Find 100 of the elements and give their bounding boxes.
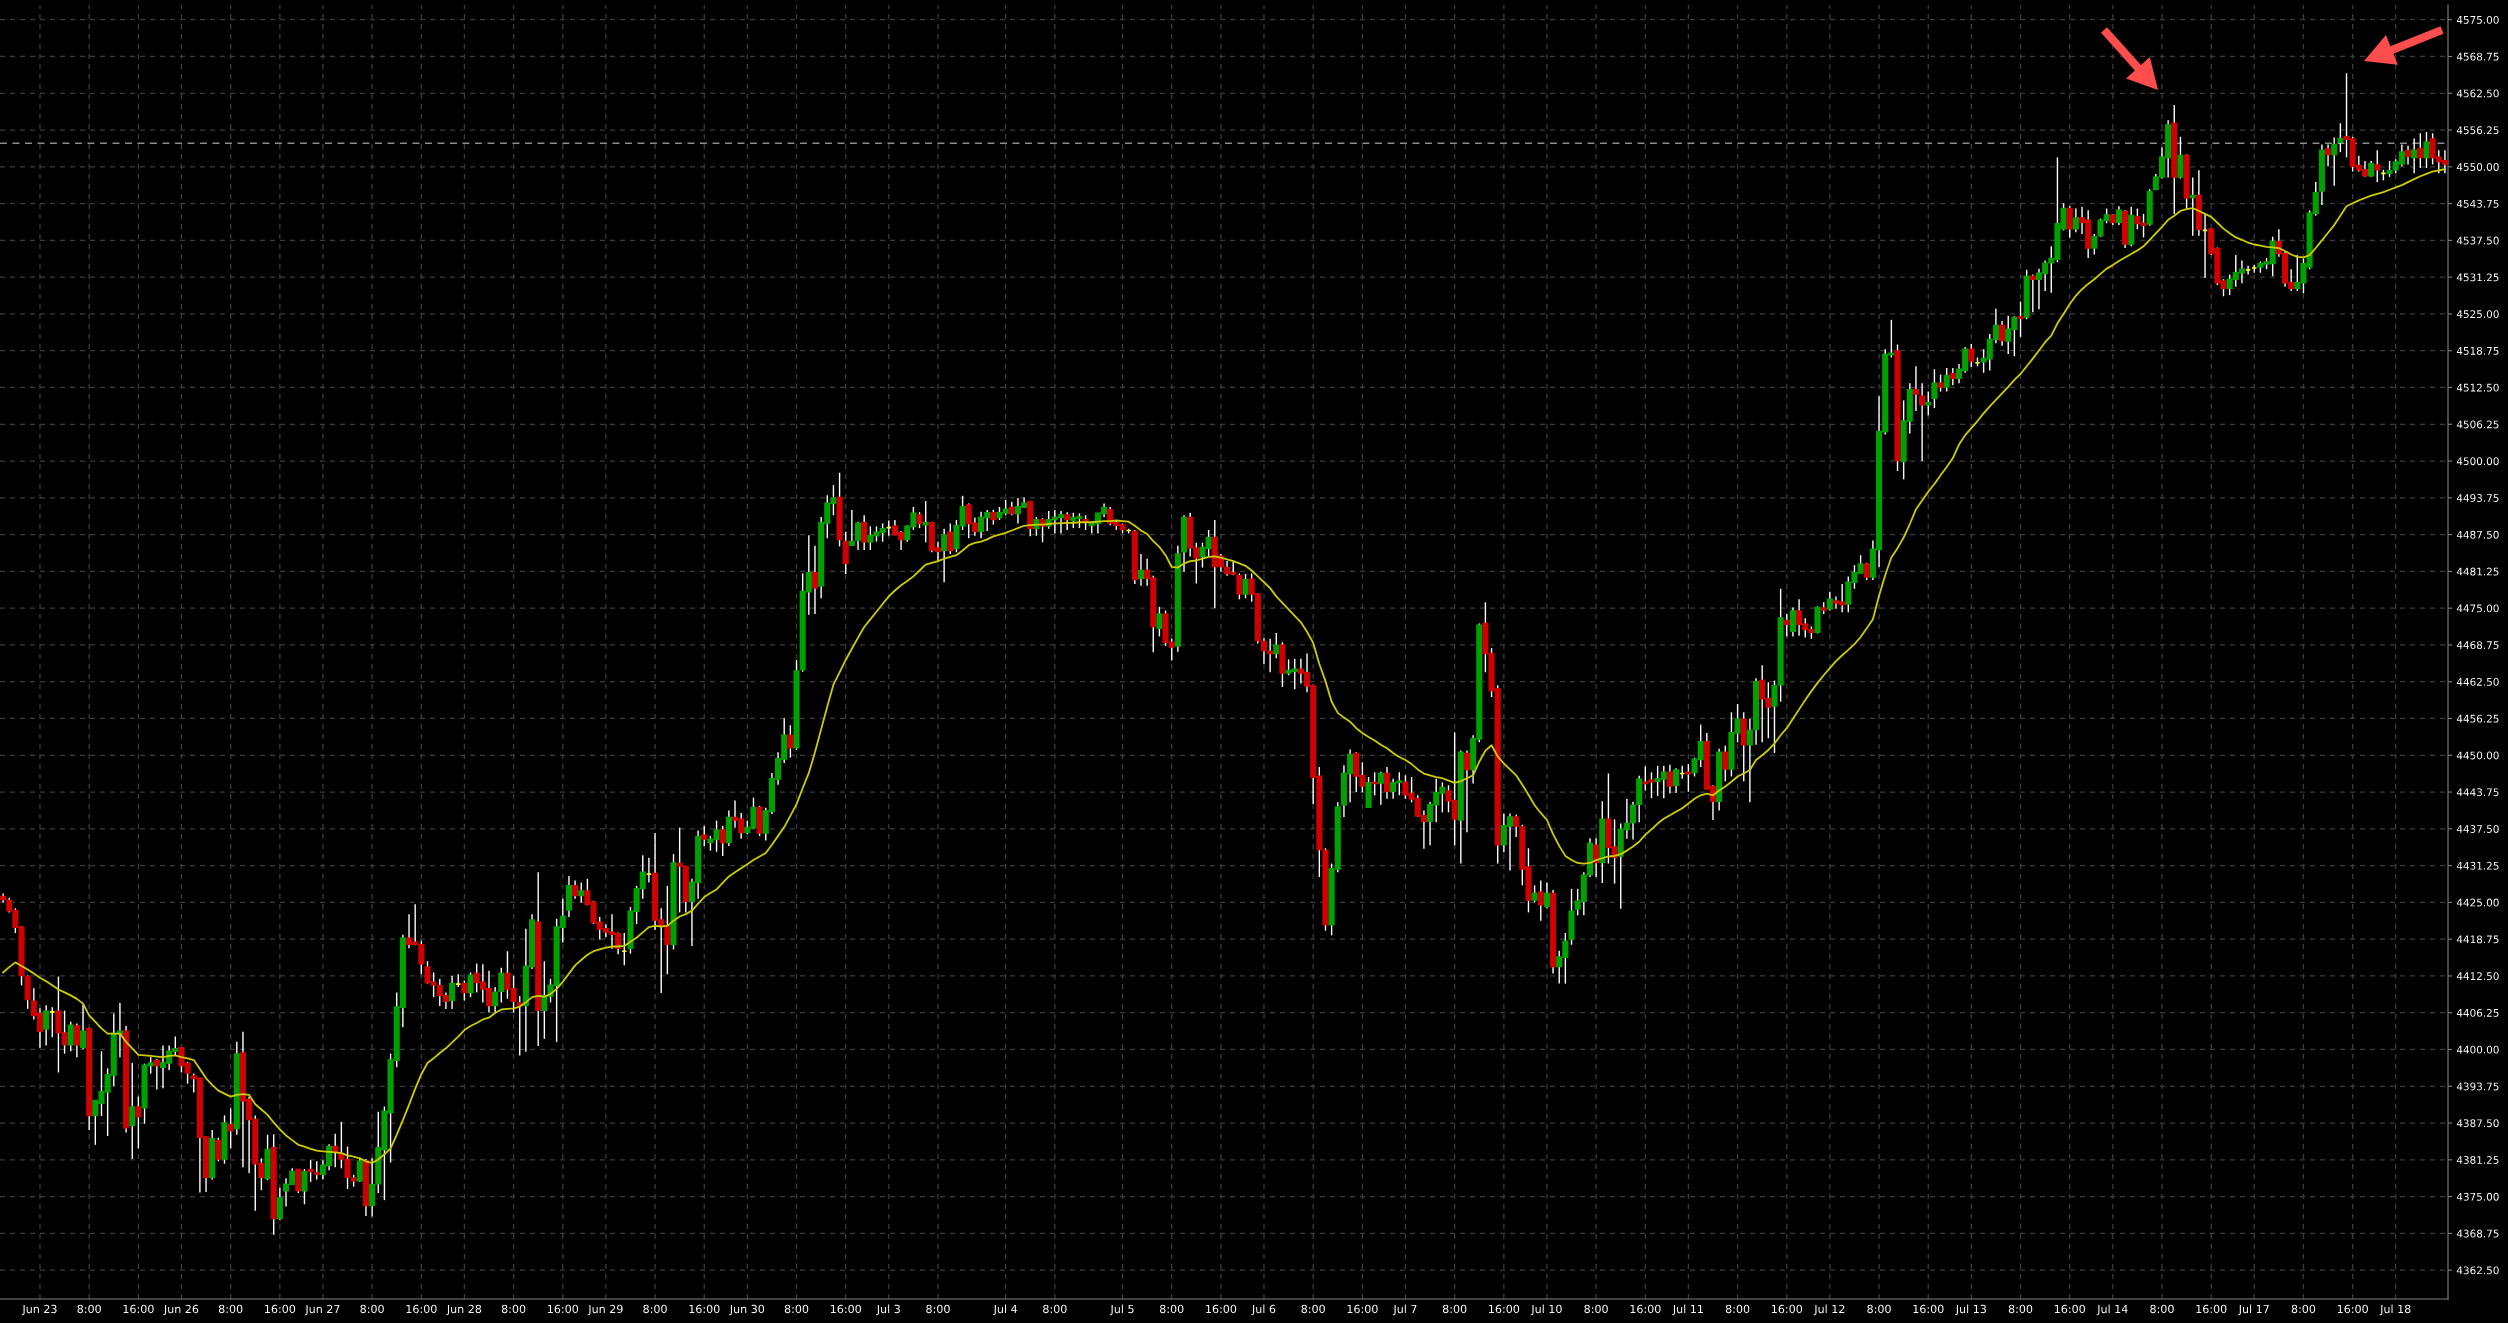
y-tick-label: 4543.75: [2456, 199, 2499, 208]
x-tick-label: Jul 3: [876, 1304, 900, 1316]
x-tick-label: 16:00: [1772, 1304, 1803, 1314]
candlestick: [1273, 632, 1280, 659]
candlestick: [369, 1157, 376, 1218]
x-tick-label: 8:00: [1725, 1304, 1750, 1314]
candlestick: [129, 1062, 136, 1160]
x-tick-label: 16:00: [123, 1304, 154, 1314]
x-tick-label: 8:00: [643, 1304, 667, 1314]
candlestick: [356, 1157, 363, 1183]
x-tick-label: Jul 5: [1109, 1304, 1134, 1316]
y-tick-label: 4550.00: [2456, 163, 2499, 171]
x-tick-label: 8:00: [1160, 1304, 1184, 1314]
y-tick-label: 4481.25: [2456, 567, 2499, 576]
candlestick: [295, 1168, 302, 1194]
x-tick-label: 8:00: [1584, 1304, 1608, 1314]
candlestick: [2066, 205, 2073, 239]
candlestick: [1783, 613, 1790, 638]
x-tick-label: 16:00: [2337, 1304, 2368, 1314]
y-tick-label: 4475.00: [2456, 604, 2499, 613]
y-tick-label: 4575.00: [2456, 15, 2499, 24]
candlestick: [79, 1004, 87, 1050]
x-tick-label: Jun 29: [587, 1304, 623, 1316]
candlestick: [215, 1137, 222, 1162]
candlestick: [135, 1095, 142, 1150]
candlestick: [1593, 837, 1600, 878]
y-tick-label: 4562.50: [2456, 89, 2499, 98]
y-tick-label: 4456.25: [2456, 714, 2499, 723]
y-tick-label: 4425.00: [2456, 898, 2499, 907]
candlestick: [1925, 390, 1932, 416]
candlestick: [701, 825, 708, 847]
x-tick-label: Jul 7: [1392, 1304, 1417, 1316]
x-tick-label: 8:00: [1442, 1304, 1467, 1314]
x-tick-label: Jun 28: [446, 1304, 482, 1316]
candlestick: [1537, 879, 1544, 922]
candlestick: [24, 974, 31, 1010]
candlestick: [67, 1021, 74, 1052]
candlestick: [922, 500, 929, 543]
candlestick: [1968, 343, 1975, 368]
candlestick: [2374, 149, 2381, 183]
y-tick-label: 4506.25: [2456, 420, 2499, 429]
y-tick-label: 4531.25: [2456, 273, 2499, 282]
candlestick: [2325, 143, 2332, 167]
candlestick: [73, 1022, 80, 1058]
candlestick: [498, 967, 505, 1004]
candlestick: [449, 975, 456, 1010]
candlestick: [1789, 606, 1796, 638]
y-tick-label: 4368.75: [2456, 1229, 2499, 1238]
x-tick-label: Jul 4: [993, 1304, 1018, 1316]
candlestick: [1771, 679, 1778, 754]
candlestick: [153, 1058, 160, 1091]
candlestick: [492, 986, 499, 1014]
candlestick: [811, 545, 819, 615]
candlestick: [43, 1004, 50, 1047]
candlestick: [2331, 136, 2338, 187]
candlestick: [1912, 365, 1920, 412]
x-tick-label: Jul 11: [1672, 1304, 1703, 1316]
candlestick: [947, 522, 954, 555]
y-tick-label: 4518.75: [2456, 346, 2499, 355]
x-tick-label: 8:00: [1867, 1304, 1891, 1314]
x-tick-label: 8:00: [501, 1304, 526, 1314]
y-tick-label: 4375.00: [2456, 1192, 2499, 1201]
candlestick: [578, 881, 585, 904]
candlestick: [787, 724, 794, 759]
candlestick: [1156, 606, 1163, 638]
y-tick-label: 4418.75: [2456, 935, 2499, 944]
y-tick-label: 4556.25: [2456, 126, 2499, 135]
x-tick-label: 16:00: [689, 1304, 720, 1314]
x-tick-label: Jun 30: [729, 1304, 765, 1316]
candlestick: [1463, 749, 1471, 834]
candlestick: [1242, 573, 1249, 599]
candlestick: [1949, 367, 1956, 386]
x-tick-label: 16:00: [1347, 1304, 1378, 1314]
candlestick: [276, 1187, 283, 1221]
candlestick: [2177, 136, 2184, 180]
x-tick-label: 16:00: [830, 1304, 861, 1314]
candlestick: [1666, 763, 1673, 795]
x-tick-label: Jun 26: [163, 1304, 199, 1316]
candlestick: [2411, 137, 2418, 174]
candlestick: [1746, 718, 1753, 804]
candlestick: [2029, 273, 2036, 313]
candlestick: [941, 528, 948, 583]
candlestick: [1377, 771, 1384, 806]
candlestick: [1383, 766, 1391, 800]
candlestick: [467, 971, 474, 998]
candlestick: [307, 1159, 314, 1183]
x-tick-label: Jul 6: [1251, 1304, 1276, 1316]
y-tick-label: 4393.75: [2456, 1082, 2499, 1091]
candlestick: [2337, 122, 2344, 153]
x-tick-label: 16:00: [548, 1304, 579, 1314]
x-tick-label: 8:00: [784, 1304, 809, 1314]
candlestick: [854, 520, 862, 551]
candlestick: [2072, 207, 2079, 233]
candlestick: [1826, 590, 1833, 612]
y-tick-label: 4437.50: [2456, 825, 2499, 833]
y-tick-label: 4493.75: [2456, 494, 2499, 502]
candlestick: [1931, 368, 1938, 409]
x-tick-label: Jun 27: [304, 1304, 340, 1316]
y-tick-label: 4450.00: [2456, 751, 2499, 760]
candlestick: [1543, 881, 1550, 909]
